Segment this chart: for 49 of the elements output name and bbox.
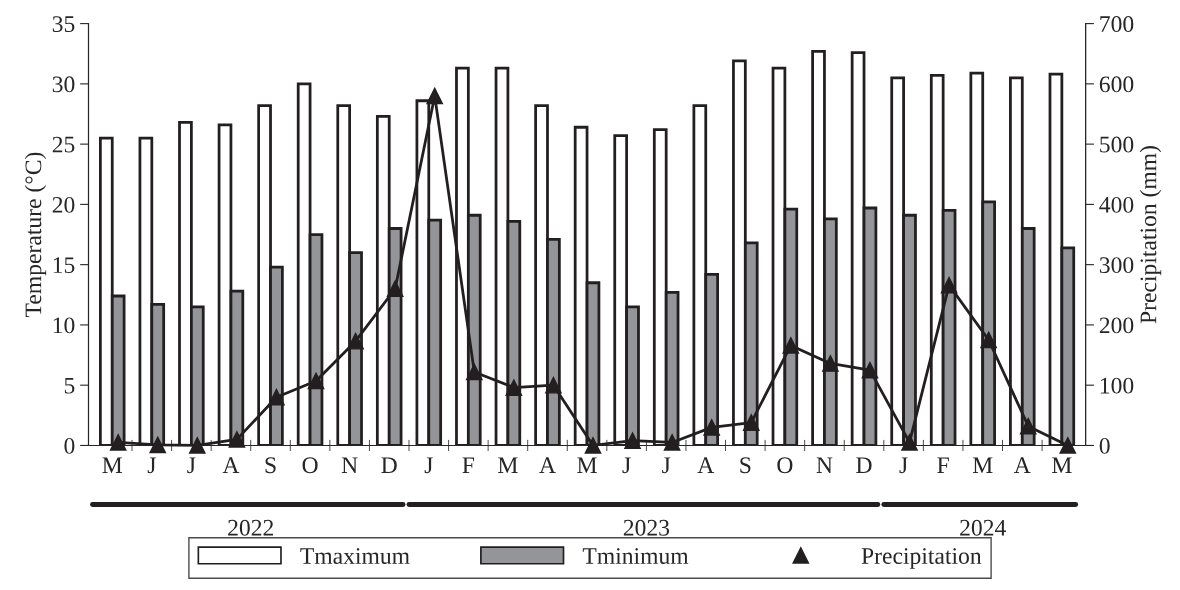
x-tick-label: J [622,457,631,474]
x-tick-label: J [899,457,908,474]
x-tick-label: J [187,457,196,474]
x-tick-label: N [341,457,358,473]
x-tick-label: J [662,457,671,474]
legend-label: Tminimum [582,548,689,564]
x-tick-label: A [697,457,715,473]
legend-label: Tmaximum [300,548,410,564]
y2-tick-label: 600 [1099,76,1134,93]
text: 2023 [623,519,670,536]
x-tick-label: M [102,457,123,473]
y-tick-label: 35 [52,16,75,33]
x-tick-label: J [424,457,433,474]
y-tick-label: 20 [52,196,75,213]
y-tick-label: 0 [64,437,75,454]
x-tick-label: N [816,457,833,473]
x-tick-label: A [1014,457,1031,473]
y-tick-label: 25 [52,136,75,153]
y2-tick-label: 400 [1099,196,1134,213]
x-tick-label: M [577,457,597,473]
x-tick-label: F [462,457,475,473]
x-tick-label: A [539,457,556,473]
y-tick-label: 15 [53,257,75,274]
y2-tick-label: 100 [1100,377,1134,394]
x-tick-label: S [740,457,751,474]
y-tick-label: 30 [52,76,75,93]
y2-tick-label: 0 [1099,437,1110,454]
legend-label: Precipitation [861,548,982,569]
x-tick-label: M [1052,457,1072,473]
y2-axis-title: Precipitation (mm) [1139,146,1162,324]
text: 2022 [228,519,274,536]
y-tick-label: 10 [53,317,75,334]
x-tick-label: O [302,457,318,474]
y-axis-title: Temperature (°C) [24,152,47,317]
x-tick-label: D [381,457,397,473]
x-tick-label: S [265,457,276,474]
y2-tick-label: 500 [1100,136,1134,153]
x-tick-label: M [972,457,993,473]
y2-tick-label: 200 [1099,317,1134,334]
x-tick-label: F [937,457,949,473]
y2-tick-label: 300 [1099,257,1134,274]
y2-tick-label: 700 [1100,16,1134,33]
x-tick-label: A [222,457,240,473]
x-tick-label: J [147,457,156,474]
x-tick-label: M [498,457,518,473]
text: 2024 [960,519,1006,536]
x-tick-label: O [777,457,793,474]
y-tick-label: 5 [64,377,75,394]
x-tick-label: D [856,457,872,473]
